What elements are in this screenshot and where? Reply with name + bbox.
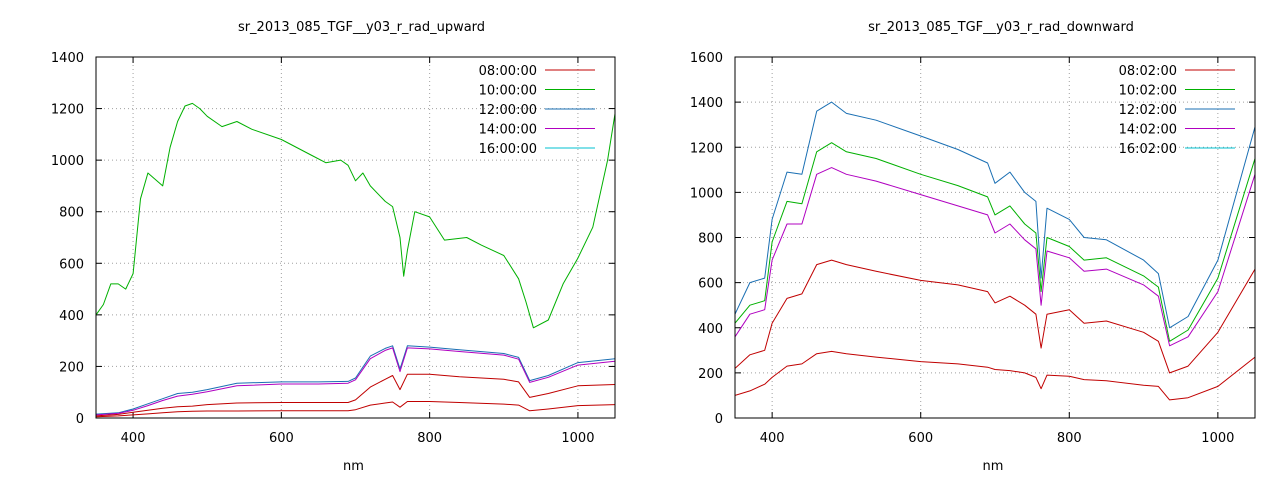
x-tick-label: 1000 bbox=[561, 431, 594, 446]
legend-label: 08:00:00 bbox=[479, 64, 537, 79]
chart-1: 400 600 800 1000 0 200 400 600 800 1000 1200 1400 sr… bbox=[51, 20, 616, 474]
series-line bbox=[96, 345, 615, 415]
series-line bbox=[735, 350, 1255, 401]
chart-title: sr_2013_085_TGF__y03_r_rad_upward bbox=[238, 20, 485, 35]
x-tick-label: 1000 bbox=[1201, 431, 1234, 446]
y-tick-label: 1000 bbox=[690, 186, 723, 201]
x-axis-label: nm bbox=[983, 459, 1004, 474]
series-line bbox=[735, 142, 1255, 342]
y-tick-label: 1000 bbox=[51, 154, 84, 169]
legend-label: 16:00:00 bbox=[479, 142, 537, 157]
legend-label: 12:02:00 bbox=[1119, 103, 1177, 118]
x-tick-label: 400 bbox=[121, 431, 146, 446]
legend-label: 16:02:00 bbox=[1119, 142, 1177, 157]
legend-label: 08:02:00 bbox=[1119, 64, 1177, 79]
x-tick-label: 600 bbox=[269, 431, 294, 446]
legend-label: 14:02:00 bbox=[1119, 123, 1177, 138]
series-line bbox=[735, 167, 1255, 347]
y-tick-label: 800 bbox=[698, 232, 723, 247]
y-tick-label: 600 bbox=[59, 257, 84, 272]
legend-label: 10:02:00 bbox=[1119, 84, 1177, 99]
plot-frame bbox=[734, 56, 1256, 419]
x-tick-label: 600 bbox=[908, 431, 933, 446]
x-tick-label: 400 bbox=[760, 431, 785, 446]
y-tick-label: 0 bbox=[76, 412, 84, 427]
chart-title: sr_2013_085_TGF__y03_r_rad_downward bbox=[868, 20, 1134, 35]
x-tick-label: 800 bbox=[417, 431, 442, 446]
series-line bbox=[96, 347, 615, 416]
y-tick-label: 1400 bbox=[690, 96, 723, 111]
y-tick-label: 400 bbox=[59, 309, 84, 324]
series-line bbox=[735, 259, 1255, 374]
y-tick-label: 1400 bbox=[51, 51, 84, 66]
legend-label: 14:00:00 bbox=[479, 123, 537, 138]
series-line bbox=[96, 102, 615, 329]
series-line bbox=[96, 373, 615, 417]
legend-label: 12:00:00 bbox=[479, 103, 537, 118]
x-tick-label: 800 bbox=[1057, 431, 1082, 446]
legend-label: 10:00:00 bbox=[479, 84, 537, 99]
y-tick-label: 200 bbox=[698, 367, 723, 382]
plot-frame bbox=[95, 56, 616, 419]
y-tick-label: 200 bbox=[59, 360, 84, 375]
y-tick-label: 400 bbox=[698, 322, 723, 337]
y-tick-label: 1200 bbox=[51, 103, 84, 118]
series-line bbox=[96, 401, 615, 418]
y-tick-label: 1600 bbox=[690, 51, 723, 66]
series-group bbox=[735, 101, 1255, 401]
chart-2: 400 600 800 1000 0 200 400 600 800 1000 1200 1400 16… bbox=[690, 20, 1256, 474]
y-tick-label: 600 bbox=[698, 277, 723, 292]
y-tick-label: 0 bbox=[715, 412, 723, 427]
x-axis-label: nm bbox=[343, 459, 364, 474]
y-tick-label: 800 bbox=[59, 206, 84, 221]
series-group bbox=[96, 102, 615, 418]
series-line bbox=[735, 101, 1255, 329]
y-tick-label: 1200 bbox=[690, 141, 723, 156]
